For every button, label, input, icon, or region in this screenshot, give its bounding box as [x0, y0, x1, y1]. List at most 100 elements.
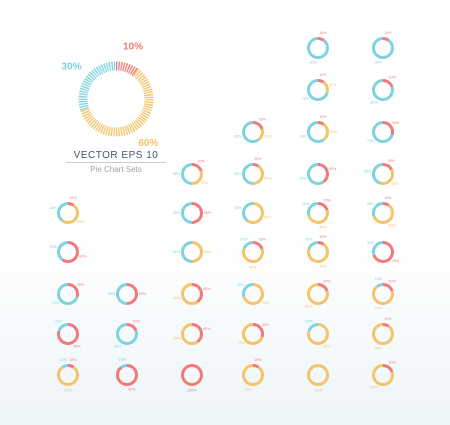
pie-slice-label: 20% [259, 117, 267, 121]
pie-slice-label: 10% [375, 277, 383, 281]
pie-slice-label: 60% [174, 297, 182, 301]
pie-slice-label: 50% [173, 172, 181, 176]
pie-slice-label: 70% [392, 259, 400, 263]
pie-slice-label: 80% [74, 344, 82, 348]
pie-slice-red [191, 163, 203, 172]
pie-slice-label: 90% [375, 61, 383, 65]
pie-slice-label: 80% [114, 344, 122, 348]
pie-slice-orange [181, 283, 199, 305]
pie-slice-blue [307, 241, 319, 250]
pie-chart: 70% 30% [237, 283, 270, 305]
pie-slice-orange [191, 170, 203, 185]
pie-slice-label: 60% [300, 177, 308, 181]
pie-slice-label: 20% [259, 237, 267, 241]
pie-slice-red [317, 79, 325, 84]
pie-slice-label: 10% [60, 358, 68, 362]
pie-chart: 10% 90% [372, 31, 394, 65]
pie-slice-red [317, 121, 325, 126]
caption-subtitle: Pie Chart Sets [90, 165, 142, 174]
pie-slice-blue [242, 121, 260, 143]
pie-slice-label: 10% [119, 358, 127, 362]
pie-slice-orange [246, 202, 264, 224]
pie-chart: 30% 70% [237, 323, 270, 345]
pie-chart: 60% 40% [50, 241, 87, 263]
pie-chart: 10% 90% [372, 317, 394, 351]
pie-slice-red [382, 202, 390, 207]
pie-chart: 20% 20% 60% [235, 117, 272, 143]
pie-slice-blue [372, 79, 394, 101]
pie-chart: 10% 20% 70% [302, 73, 337, 101]
pie-chart: 20% 30% 50% [173, 159, 209, 185]
pie-slice-red [317, 163, 329, 183]
pie-slice-label: 50% [319, 226, 327, 230]
pie-slice-red [180, 364, 203, 386]
pie-slice-red [57, 323, 79, 345]
pie-chart: 50% 50% [173, 202, 212, 224]
pie-chart: 20% 80% [114, 319, 140, 348]
pie-slice-orange [242, 364, 264, 386]
pie-slice-blue [242, 202, 254, 222]
pie-slice-label: 60% [235, 135, 243, 139]
pie-slice-label: 20% [329, 83, 337, 87]
pie-chart: 10% 70% 20% [305, 235, 329, 269]
pie-slice-label: 70% [367, 139, 375, 143]
pie-slice-orange [242, 323, 264, 345]
pie-slice-label: 80% [305, 304, 313, 308]
pie-slice-blue [57, 323, 69, 332]
pie-slice-orange [307, 209, 329, 224]
pie-slice-label: 30% [77, 283, 85, 287]
pie-chart: 10% 40% 50% [234, 157, 272, 185]
pie-slice-label: 60% [300, 135, 308, 139]
pie-chart: 90% 10% [116, 358, 138, 392]
pie-slice-blue [372, 202, 384, 217]
pie-slice-label: 100% [313, 388, 323, 392]
pie-chart: 80% 20% [55, 319, 81, 348]
pie-slice-label: 20% [324, 279, 332, 283]
pie-slice-red [126, 283, 138, 305]
pie-slice-blue [372, 241, 384, 256]
pie-slice-label: 40% [329, 167, 337, 171]
pie-slice-label: 60% [174, 337, 182, 341]
pie-slice-orange [372, 204, 394, 224]
pie-chart: 20% 50% 30% [302, 198, 332, 229]
pie-slice-red [116, 364, 138, 386]
pie-slice-label: 90% [375, 347, 383, 351]
pie-chart: 20% 60% 20% [240, 237, 266, 269]
pie-slice-red [191, 283, 203, 303]
pie-slice-blue [307, 163, 325, 185]
main-pie-chart: 10% 60% 30% [61, 41, 158, 149]
pie-slice-red [382, 121, 394, 136]
pie-slice-blue [181, 202, 193, 224]
pie-chart: 10% 30% 60% [300, 115, 338, 143]
pie-slice-label: 70% [319, 265, 327, 269]
pie-slice-label: 10% [384, 317, 392, 321]
pie-chart: 40% 60% [174, 283, 211, 305]
pie-slice-label: 30% [367, 241, 375, 245]
pie-slice-blue [120, 364, 128, 369]
pie-slice-red [115, 61, 139, 77]
pie-slice-label: 60% [79, 255, 87, 259]
pie-slice-label: 70% [302, 97, 310, 101]
pie-slice-blue [116, 323, 138, 345]
pie-slice-orange [191, 241, 203, 263]
caption-divider [66, 162, 166, 163]
pie-slice-label: 50% [139, 292, 147, 296]
pie-slice-orange [257, 128, 264, 141]
pie-slice-orange [181, 323, 199, 345]
pie-slice-label: 90% [310, 61, 318, 65]
pie-slice-label: 60% [264, 216, 272, 220]
pie-slice-label: 40% [203, 327, 211, 331]
pie-chart: 50% 50% [173, 241, 212, 263]
pie-slice-label: 40% [235, 206, 243, 210]
pie-slice-orange [322, 81, 329, 94]
pie-slice-label: 20% [389, 360, 397, 364]
pie-slice-label: 10% [254, 157, 262, 161]
pie-slice-red [252, 364, 260, 369]
pie-slice-label: 30% [302, 202, 310, 206]
pie-slice-orange [372, 364, 394, 386]
pie-slice-red [317, 37, 325, 42]
pie-slice-label: 50% [173, 211, 181, 215]
pie-slice-label: 10% [319, 115, 327, 119]
pie-slice-label: 20% [133, 319, 141, 323]
pie-slice-label: 10% [69, 358, 77, 362]
